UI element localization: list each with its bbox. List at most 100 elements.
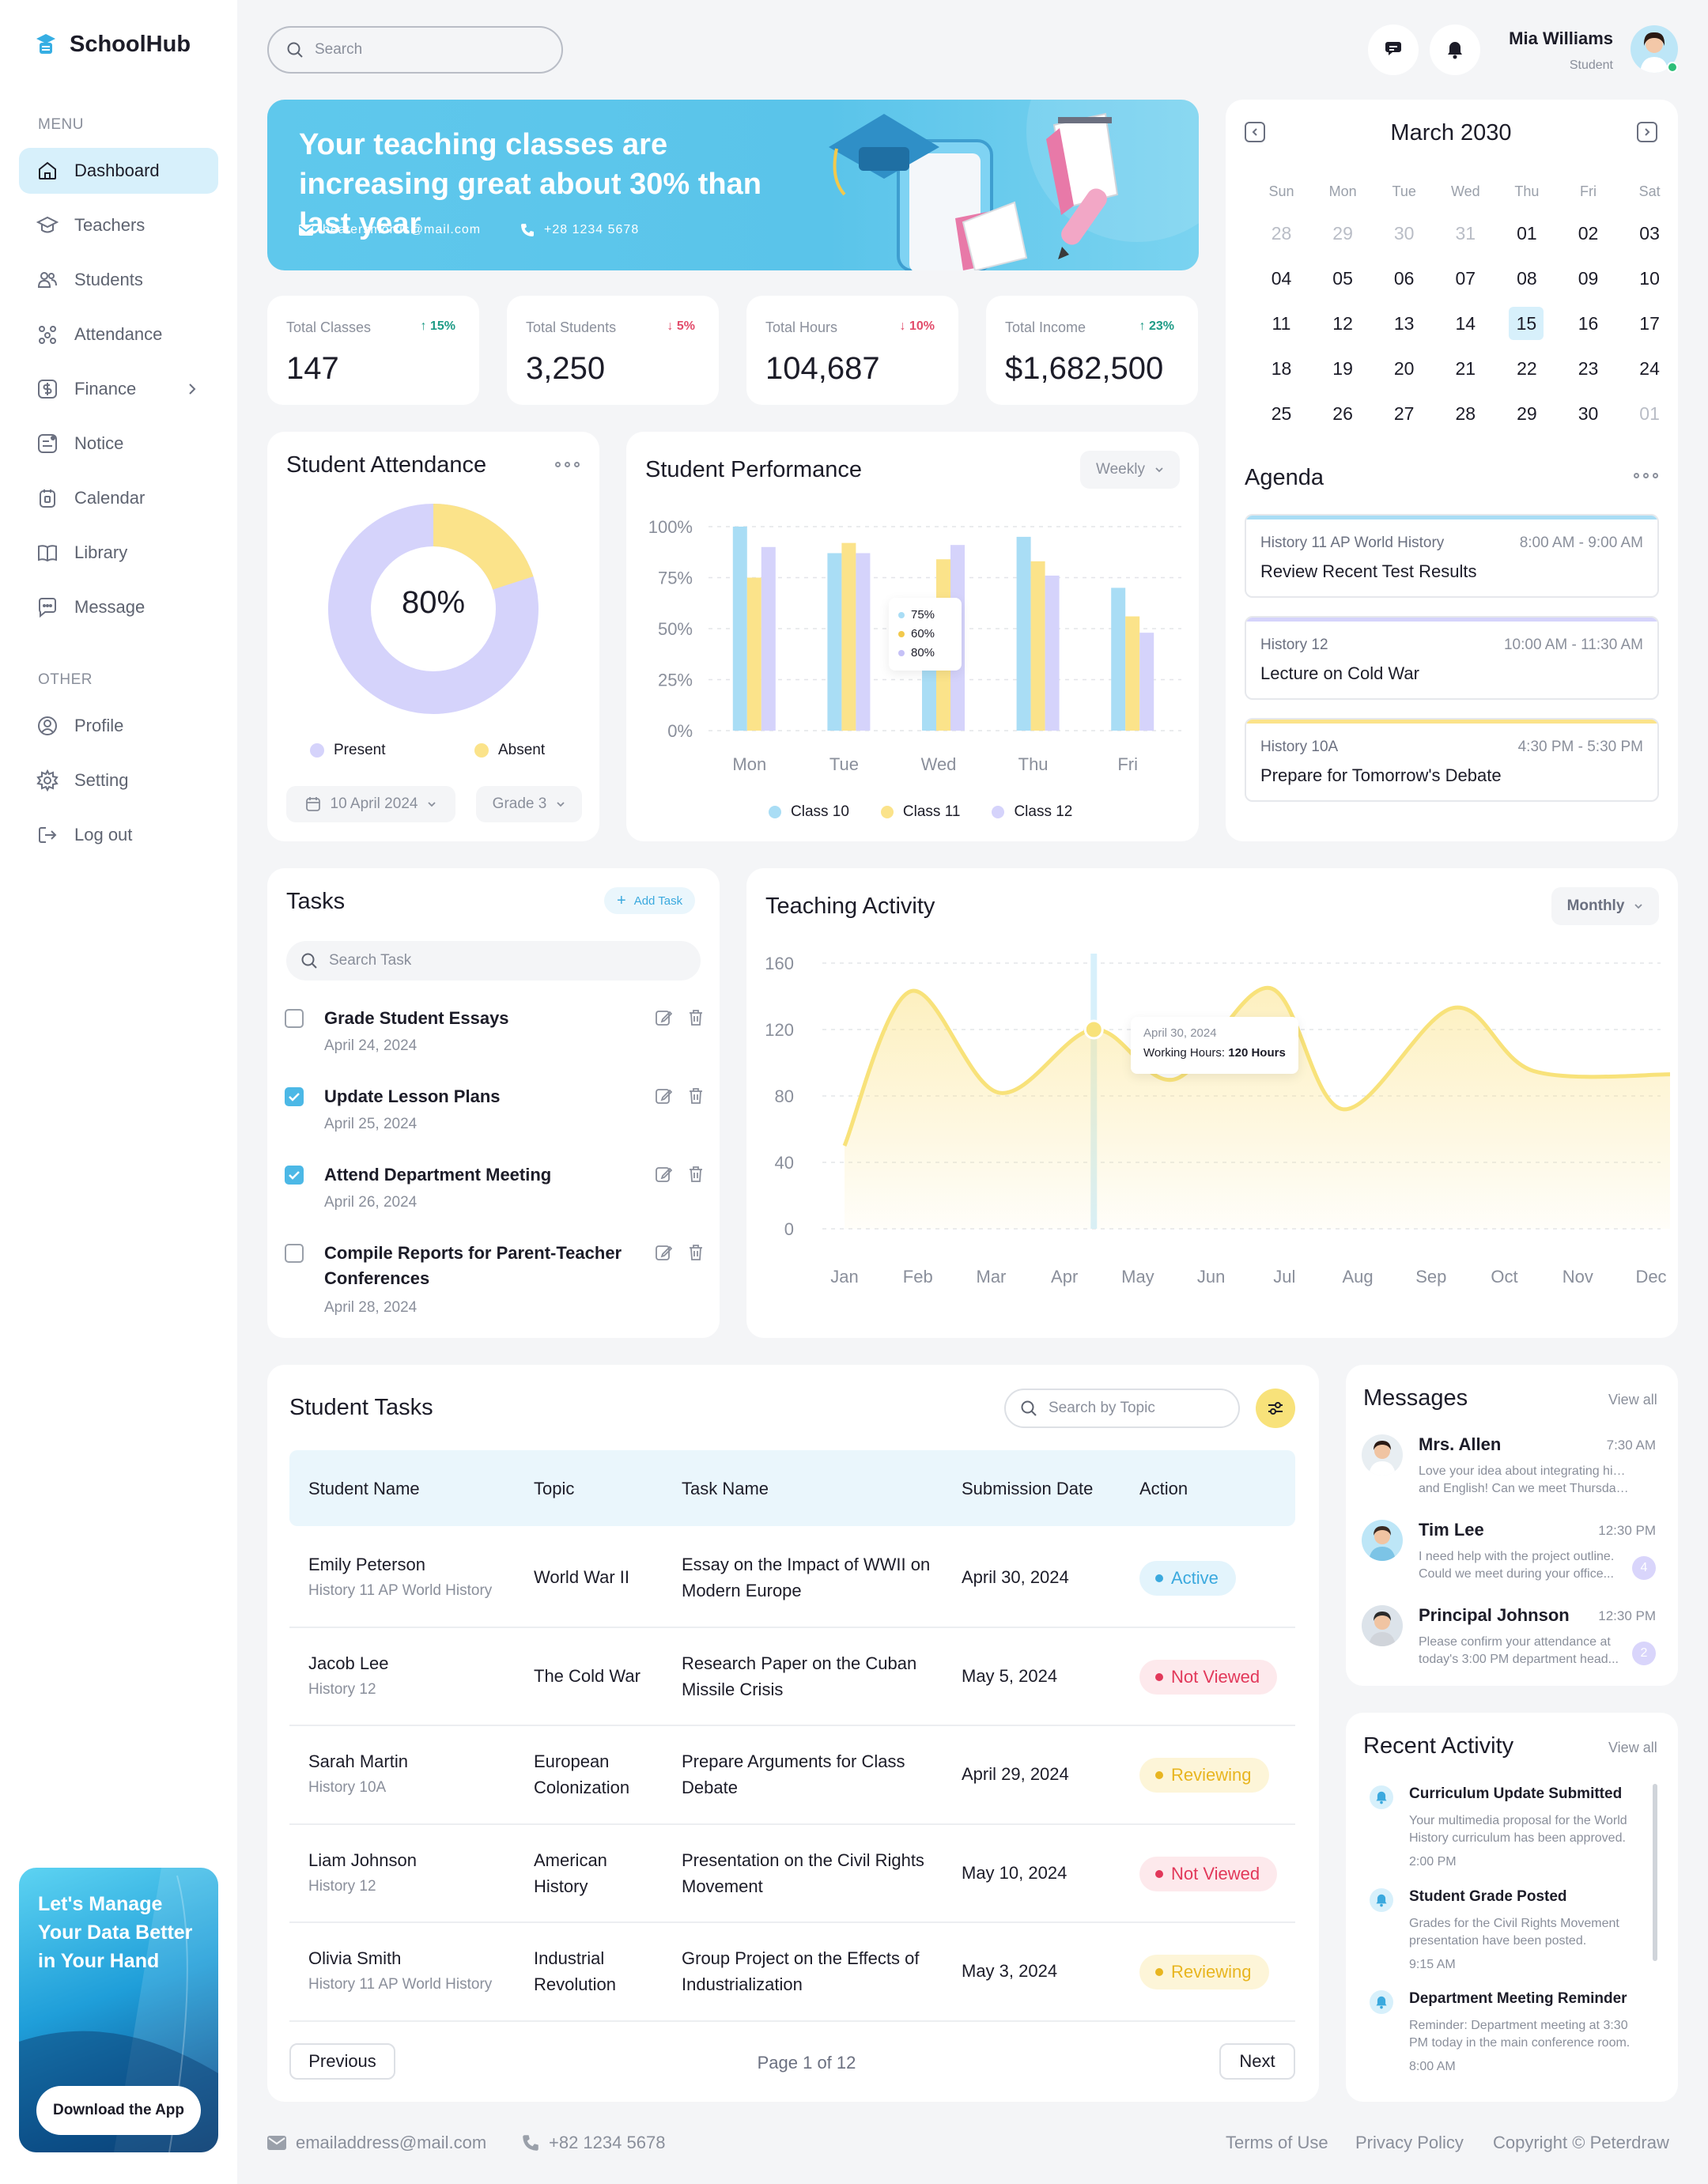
sidebar-item-dashboard[interactable]: Dashboard <box>19 148 218 194</box>
task-checkbox[interactable] <box>285 1244 304 1263</box>
trash-icon[interactable] <box>688 1166 704 1183</box>
calendar-day[interactable]: 29 <box>1517 403 1537 424</box>
bar-class-10[interactable] <box>827 553 842 731</box>
calendar-day[interactable]: 21 <box>1455 358 1476 379</box>
status-badge[interactable]: Not Viewed <box>1139 1856 1278 1891</box>
agenda-item[interactable]: History 11 AP World History 8:00 AM - 9:… <box>1245 514 1659 598</box>
activity-item[interactable]: Curriculum Update Submitted Your multimed… <box>1370 1785 1638 1880</box>
calendar-day[interactable]: 10 <box>1639 268 1660 289</box>
calendar-day[interactable]: 30 <box>1578 403 1599 424</box>
user-info[interactable]: Mia Williams Student <box>1487 28 1613 73</box>
trash-icon[interactable] <box>688 1087 704 1105</box>
bar-class-12[interactable] <box>1045 575 1060 731</box>
topic-search-input[interactable]: Search by Topic <box>1004 1389 1240 1428</box>
bar-class-12[interactable] <box>761 546 776 731</box>
status-badge[interactable]: Reviewing <box>1139 1955 1269 1989</box>
calendar-day[interactable]: 09 <box>1578 268 1599 289</box>
activity-view-all-link[interactable]: View all <box>1608 1740 1657 1755</box>
privacy-policy-link[interactable]: Privacy Policy <box>1355 2133 1464 2152</box>
calendar-day[interactable]: 23 <box>1578 358 1599 379</box>
status-badge[interactable]: Not Viewed <box>1139 1659 1278 1695</box>
calendar-day[interactable]: 19 <box>1332 358 1353 379</box>
brand-logo[interactable]: SchoolHub <box>35 32 191 58</box>
table-row[interactable]: Sarah Martin History 10A European Coloniza… <box>289 1726 1295 1825</box>
calendar-day[interactable]: 06 <box>1393 268 1415 289</box>
add-task-button[interactable]: + Add Task <box>604 887 696 914</box>
task-checkbox[interactable] <box>285 1087 304 1106</box>
calendar-day[interactable]: 12 <box>1332 313 1353 334</box>
edit-icon[interactable] <box>655 1009 672 1026</box>
task-search-input[interactable]: Search Task <box>286 941 701 981</box>
calendar-day[interactable]: 28 <box>1271 223 1292 244</box>
calendar-day[interactable]: 26 <box>1332 403 1353 424</box>
activity-item[interactable]: Student Grade Posted Grades for the Civil… <box>1370 1888 1638 1983</box>
calendar-day[interactable]: 11 <box>1272 313 1291 334</box>
bar-class-12[interactable] <box>856 553 871 731</box>
trash-icon[interactable] <box>688 1244 704 1261</box>
calendar-day[interactable]: 04 <box>1271 268 1292 289</box>
agenda-item[interactable]: History 12 10:00 AM - 11:30 AM Lecture o… <box>1245 616 1659 700</box>
avatar[interactable] <box>1631 25 1678 73</box>
calendar-day[interactable]: 05 <box>1332 268 1353 289</box>
sidebar-item-attendance[interactable]: Attendance <box>19 312 218 357</box>
calendar-day[interactable]: 17 <box>1639 313 1660 334</box>
sidebar-item-students[interactable]: Students <box>19 257 218 303</box>
grade-filter-dropdown[interactable]: Grade 3 <box>476 786 582 822</box>
trash-icon[interactable] <box>688 1009 704 1026</box>
calendar-day[interactable]: 28 <box>1455 403 1476 424</box>
scrollbar-thumb[interactable] <box>1653 1784 1657 1961</box>
calendar-day[interactable]: 14 <box>1455 313 1476 334</box>
bar-class-11[interactable] <box>1125 616 1140 731</box>
more-options-icon[interactable] <box>555 462 580 467</box>
bar-class-12[interactable] <box>1139 633 1154 731</box>
chat-button[interactable] <box>1368 25 1419 75</box>
sidebar-item-teachers[interactable]: Teachers <box>19 202 218 248</box>
calendar-day[interactable]: 08 <box>1517 268 1537 289</box>
sidebar-item-profile[interactable]: Profile <box>19 703 218 749</box>
bar-class-11[interactable] <box>746 577 761 731</box>
calendar-day[interactable]: 16 <box>1578 313 1599 334</box>
activity-period-dropdown[interactable]: Monthly <box>1551 887 1659 925</box>
filter-button[interactable] <box>1256 1389 1295 1428</box>
calendar-day[interactable]: 31 <box>1455 223 1476 244</box>
more-options-icon[interactable] <box>1634 473 1658 478</box>
bar-class-10[interactable] <box>1111 588 1126 731</box>
calendar-day[interactable]: 22 <box>1517 358 1537 379</box>
sidebar-item-setting[interactable]: Setting <box>19 758 218 803</box>
table-row[interactable]: Liam Johnson History 12 American History Pr… <box>289 1825 1295 1923</box>
footer-phone[interactable]: +82 1234 5678 <box>522 2133 665 2153</box>
bar-class-11[interactable] <box>1030 561 1045 731</box>
sidebar-item-calendar[interactable]: Calendar <box>19 475 218 521</box>
status-badge[interactable]: Active <box>1139 1561 1236 1596</box>
bar-class-11[interactable] <box>841 542 856 731</box>
sidebar-item-logout[interactable]: Log out <box>19 812 218 858</box>
terms-of-use-link[interactable]: Terms of Use <box>1226 2133 1328 2152</box>
calendar-day[interactable]: 01 <box>1639 403 1660 424</box>
sidebar-item-message[interactable]: Message <box>19 584 218 630</box>
calendar-prev-button[interactable] <box>1245 122 1265 142</box>
calendar-day[interactable]: 03 <box>1639 223 1660 244</box>
calendar-day[interactable]: 27 <box>1393 403 1415 424</box>
calendar-day[interactable]: 18 <box>1271 358 1292 379</box>
calendar-day[interactable]: 30 <box>1393 223 1415 244</box>
table-row[interactable]: Emily Peterson History 11 AP World Histor… <box>289 1529 1295 1628</box>
task-checkbox[interactable] <box>285 1009 304 1028</box>
table-row[interactable]: Jacob Lee History 12 The Cold War Research … <box>289 1628 1295 1726</box>
sidebar-item-notice[interactable]: Notice <box>19 421 218 467</box>
sidebar-item-library[interactable]: Library <box>19 530 218 576</box>
calendar-day[interactable]: 29 <box>1332 223 1353 244</box>
calendar-day[interactable]: 07 <box>1455 268 1476 289</box>
task-checkbox[interactable] <box>285 1166 304 1185</box>
message-item[interactable]: Principal Johnson 12:30 PM Please confirm … <box>1362 1605 1656 1676</box>
calendar-day[interactable]: 24 <box>1639 358 1660 379</box>
highlight-point[interactable] <box>1083 1019 1104 1040</box>
bar-class-10[interactable] <box>732 527 747 731</box>
bar-class-10[interactable] <box>1016 536 1031 731</box>
calendar-day[interactable]: 01 <box>1517 223 1537 244</box>
status-badge[interactable]: Reviewing <box>1139 1758 1269 1793</box>
calendar-next-button[interactable] <box>1637 122 1657 142</box>
edit-icon[interactable] <box>655 1087 672 1105</box>
next-page-button[interactable]: Next <box>1219 2043 1295 2080</box>
performance-period-dropdown[interactable]: Weekly <box>1080 451 1180 489</box>
calendar-day[interactable]: 02 <box>1578 223 1599 244</box>
